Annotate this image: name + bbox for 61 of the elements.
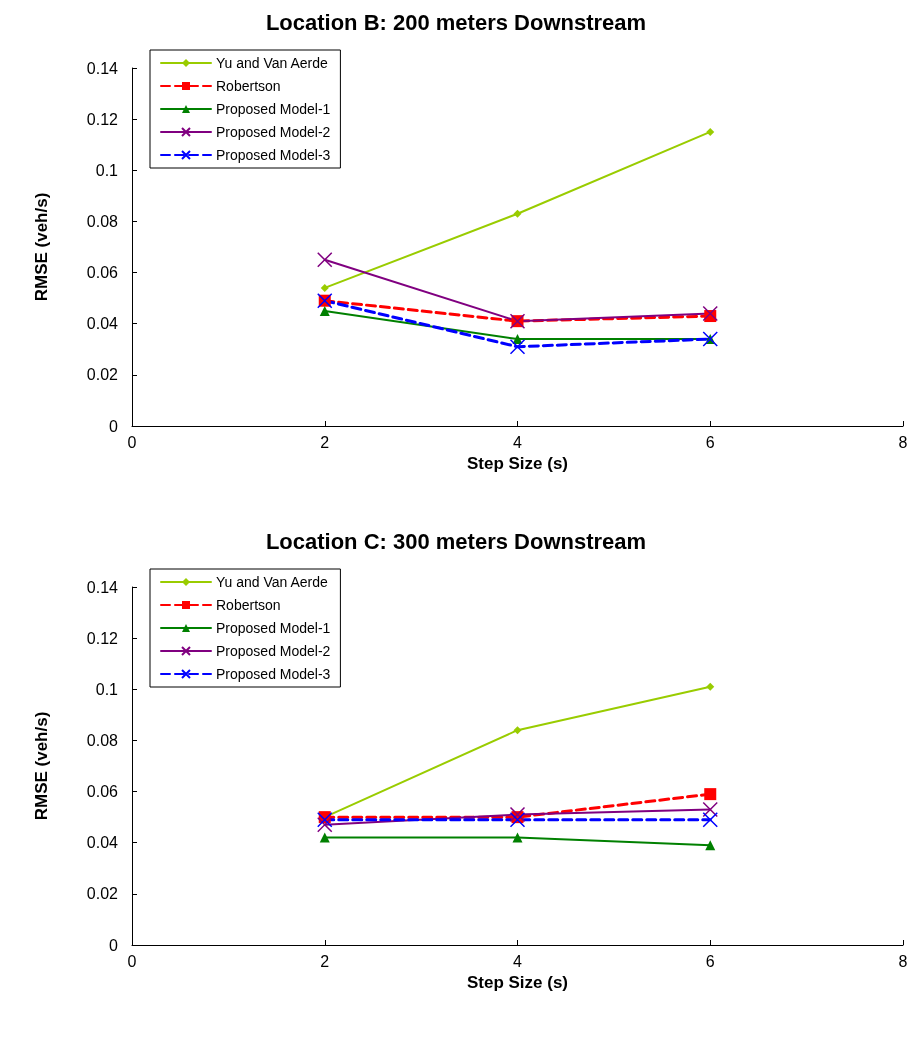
x-tick-label: 2: [320, 433, 330, 451]
point: [317, 811, 333, 828]
x-tick-label: 6: [705, 952, 715, 970]
point: [509, 811, 526, 828]
legend-label: Proposed Model-3: [216, 147, 331, 163]
legend-label: Proposed Model-2: [216, 124, 331, 140]
x-tick-label: 4: [513, 433, 523, 451]
point: [509, 338, 526, 355]
legend-label: Robertson: [216, 78, 281, 94]
y-tick-label: 0: [109, 936, 119, 954]
point: [512, 832, 523, 843]
x-tick-label: 8: [898, 952, 908, 970]
legend-label: Proposed Model-1: [216, 101, 331, 117]
point: [702, 811, 718, 828]
point: [706, 127, 715, 136]
y-axis-title: RMSE (veh/s): [32, 711, 51, 821]
y-tick-label: 0.02: [86, 366, 119, 384]
point: [513, 726, 522, 735]
y-tick-label: 0.1: [95, 161, 119, 179]
y-tick-label: 0.04: [86, 315, 119, 333]
y-axis-title: RMSE (veh/s): [32, 192, 51, 302]
y-tick-label: 0.1: [95, 680, 119, 698]
x-tick-label: 0: [127, 952, 137, 970]
y-tick-label: 0.02: [86, 885, 119, 903]
y-tick-label: 0.12: [86, 110, 119, 128]
point: [706, 682, 715, 691]
y-tick-label: 0.04: [86, 834, 119, 852]
y-tick-label: 0.08: [86, 731, 119, 749]
point: [702, 305, 718, 322]
legend-label: Proposed Model-2: [216, 643, 331, 659]
chart-title: Location C: 300 meters Downstream: [265, 528, 647, 554]
legend-label: Robertson: [216, 597, 281, 613]
x-axis-title: Step Size (s): [466, 453, 569, 473]
point: [317, 817, 333, 833]
legend-label: Proposed Model-3: [216, 666, 331, 682]
y-tick-label: 0.06: [86, 783, 119, 801]
chart-title: Location B: 200 meters Downstream: [265, 9, 647, 35]
x-tick-label: 6: [705, 433, 715, 451]
y-tick-label: 0.14: [86, 578, 119, 596]
point: [317, 252, 333, 268]
legend-label: Proposed Model-1: [216, 620, 331, 636]
legend-label: Yu and Van Aerde: [216, 574, 329, 590]
x-tick-label: 0: [127, 433, 137, 451]
y-tick-label: 0.08: [86, 212, 119, 230]
x-tick-label: 8: [898, 433, 908, 451]
y-tick-label: 0.14: [86, 59, 119, 77]
point: [320, 283, 329, 292]
point: [513, 209, 522, 218]
x-axis-title: Step Size (s): [466, 972, 569, 992]
y-tick-label: 0.12: [86, 629, 119, 647]
x-tick-label: 4: [513, 952, 523, 970]
point: [319, 832, 330, 843]
point: [705, 840, 716, 851]
y-tick-label: 0: [109, 417, 119, 435]
legend-label: Yu and Van Aerde: [216, 55, 329, 71]
point: [702, 801, 718, 818]
y-tick-label: 0.06: [86, 264, 119, 282]
point: [704, 788, 717, 801]
point: [509, 806, 526, 823]
point: [319, 305, 330, 316]
x-tick-label: 2: [320, 952, 330, 970]
